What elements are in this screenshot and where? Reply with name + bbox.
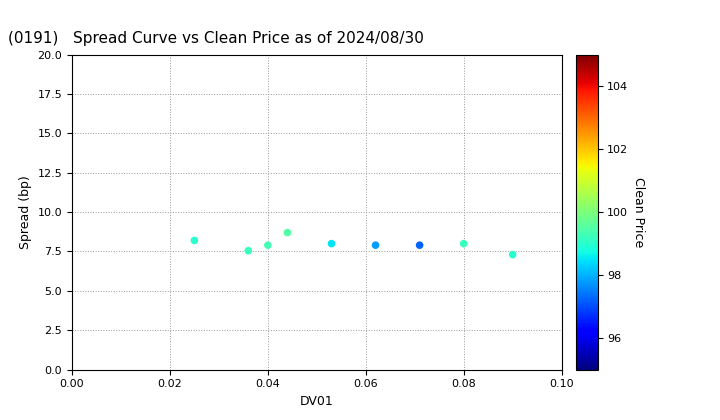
Point [370,242,382,249]
Point [262,242,274,249]
Text: (0191)   Spread Curve vs Clean Price as of 2024/08/30: (0191) Spread Curve vs Clean Price as of… [9,32,424,47]
Point [414,242,426,249]
Y-axis label: Clean Price: Clean Price [632,177,645,247]
Point [243,247,254,254]
Point [507,251,518,258]
Point [325,240,337,247]
X-axis label: DV01: DV01 [300,395,333,408]
Point [458,240,469,247]
Y-axis label: Spread (bp): Spread (bp) [19,175,32,249]
Point [189,237,200,244]
Point [282,229,293,236]
